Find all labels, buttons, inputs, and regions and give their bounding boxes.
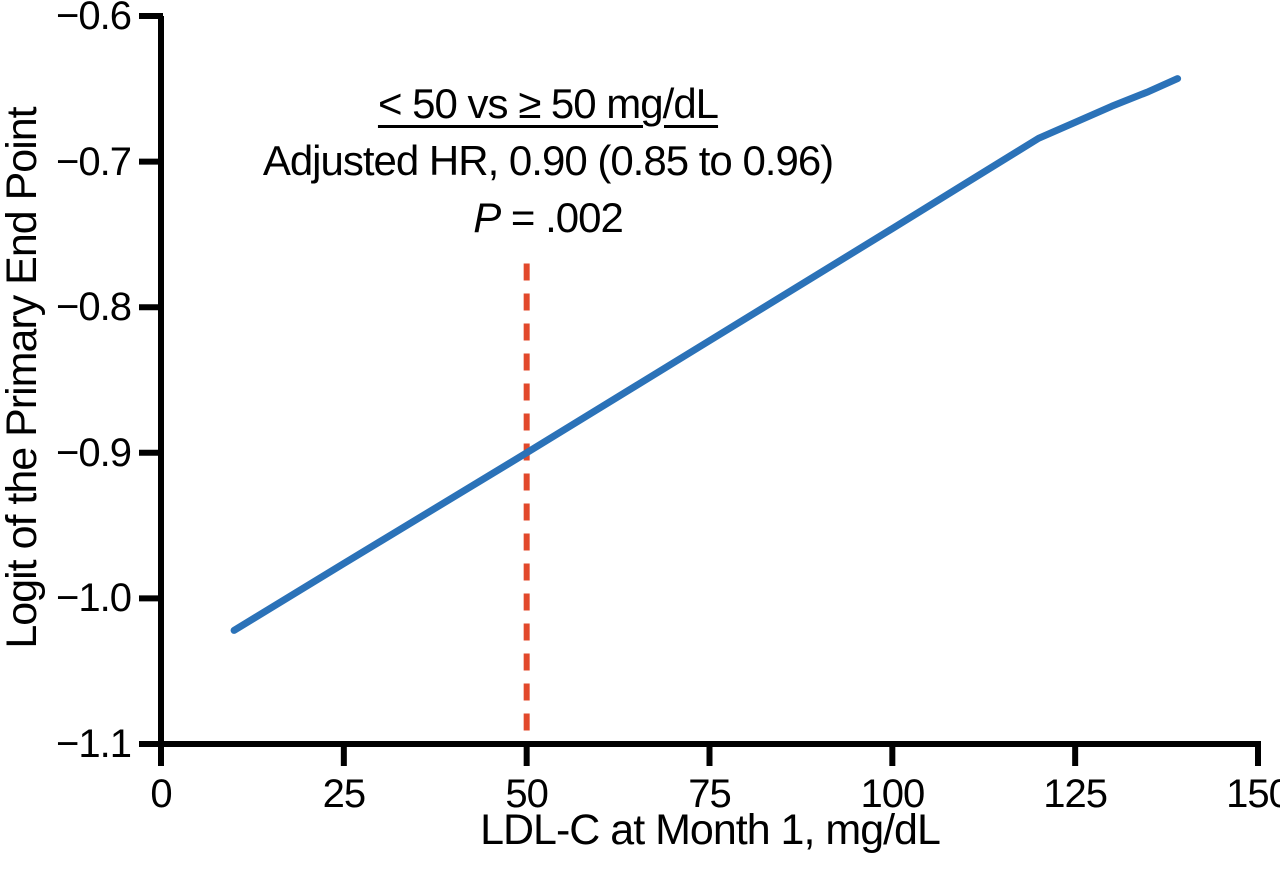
- x-tick-label: 25: [322, 772, 367, 816]
- annotation-heading: < 50 vs ≥ 50 mg/dL: [377, 80, 719, 127]
- y-tick-label: −0.7: [56, 139, 132, 184]
- annotation-p-line: P = .002: [148, 189, 948, 246]
- y-tick-label: −0.8: [56, 285, 132, 330]
- y-tick-label: −0.9: [56, 430, 132, 475]
- annotation-block: < 50 vs ≥ 50 mg/dL Adjusted HR, 0.90 (0.…: [148, 75, 948, 246]
- y-tick-label: −1.0: [56, 576, 132, 621]
- p-value: = .002: [500, 194, 624, 241]
- x-tick-label: 150: [1226, 772, 1280, 816]
- x-tick-label: 50: [505, 772, 549, 816]
- x-tick-label: 100: [860, 772, 925, 816]
- y-tick-label: −1.1: [56, 722, 132, 766]
- x-tick-label: 0: [150, 772, 172, 816]
- annotation-hr-line: Adjusted HR, 0.90 (0.85 to 0.96): [262, 137, 834, 184]
- y-axis-title: Logit of the Primary End Point: [0, 107, 46, 649]
- x-tick-label: 75: [688, 772, 732, 816]
- y-tick-label: −0.6: [56, 0, 132, 38]
- p-symbol: P: [473, 194, 501, 241]
- x-tick-label: 125: [1043, 772, 1108, 816]
- x-axis-title: LDL-C at Month 1, mg/dL: [480, 806, 941, 854]
